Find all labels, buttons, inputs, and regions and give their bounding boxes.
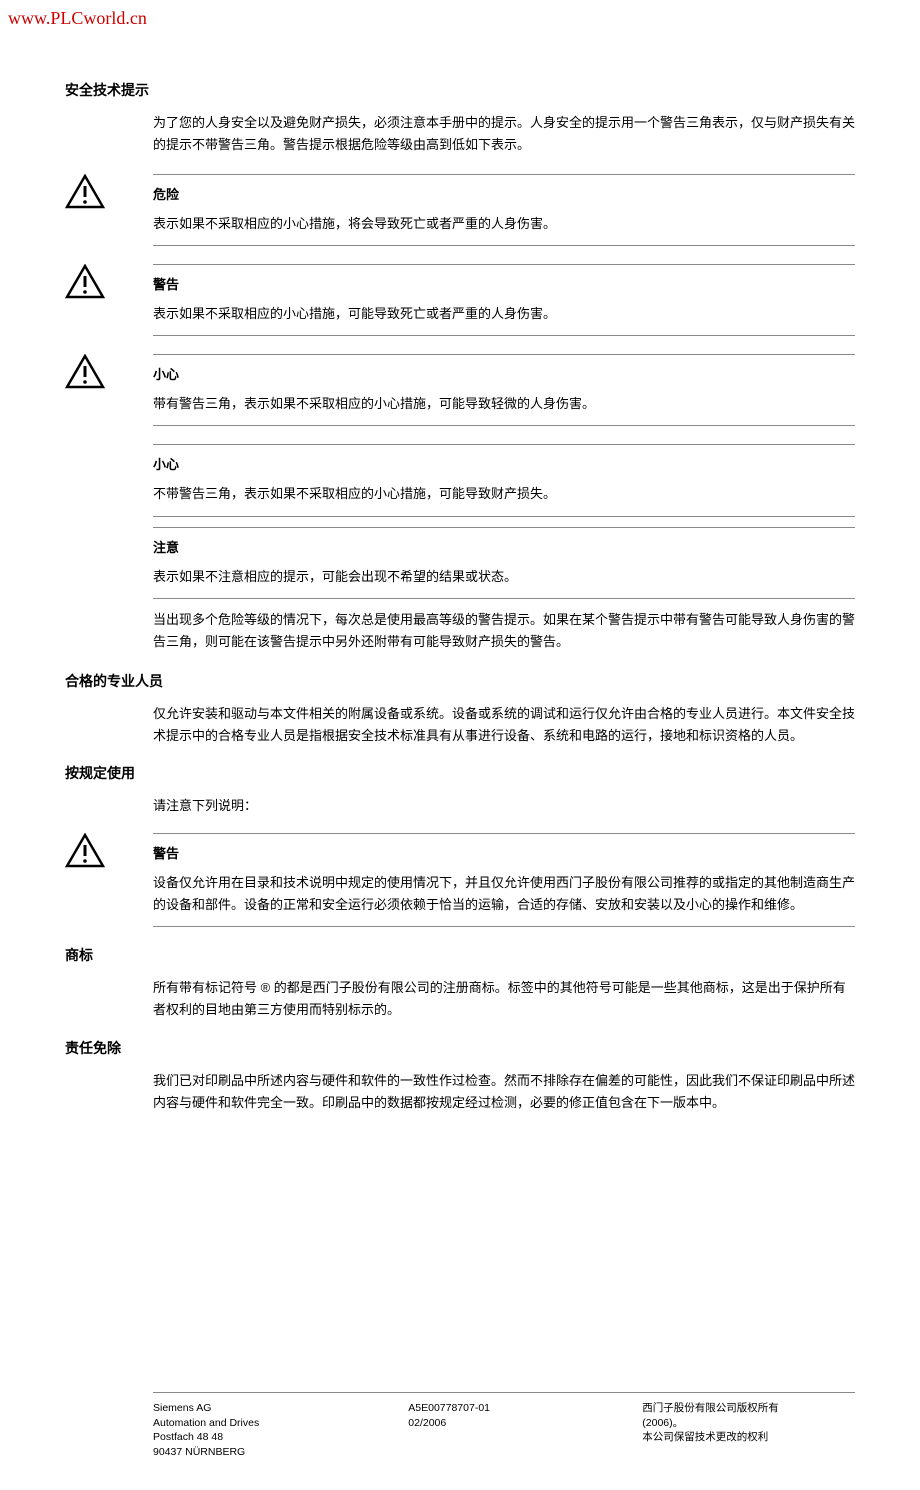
safety-intro: 为了您的人身安全以及避免财产损失，必须注意本手册中的提示。人身安全的提示用一个警… bbox=[153, 112, 855, 156]
warning-content: 警告 表示如果不采取相应的小心措施，可能导致死亡或者严重的人身伤害。 bbox=[153, 264, 855, 346]
footer-row: Siemens AG Automation and Drives Postfac… bbox=[153, 1401, 855, 1460]
divider bbox=[153, 425, 855, 426]
usage-heading: 按规定使用 bbox=[65, 763, 855, 783]
footer-left-column: Siemens AG Automation and Drives Postfac… bbox=[153, 1401, 408, 1460]
trademark-text: 所有带有标记符号 ® 的都是西门子股份有限公司的注册商标。标签中的其他符号可能是… bbox=[153, 977, 855, 1021]
footer-address2: 90437 NÜRNBERG bbox=[153, 1445, 408, 1460]
footer-address1: Postfach 48 48 bbox=[153, 1430, 408, 1445]
usage-warning-text: 设备仅允许用在目录和技术说明中规定的使用情况下，并且仅允许使用西门子股份有限公司… bbox=[153, 872, 855, 926]
safety-post-text: 当出现多个危险等级的情况下，每次总是使用最高等级的警告提示。如果在某个警告提示中… bbox=[153, 609, 855, 653]
divider bbox=[153, 444, 855, 445]
divider bbox=[153, 833, 855, 834]
warning-block: 警告 表示如果不采取相应的小心措施，可能导致死亡或者严重的人身伤害。 bbox=[65, 264, 855, 346]
danger-title: 危险 bbox=[153, 181, 855, 213]
usage-warning-content: 警告 设备仅允许用在目录和技术说明中规定的使用情况下，并且仅允许使用西门子股份有… bbox=[153, 833, 855, 937]
usage-warning-title: 警告 bbox=[153, 840, 855, 872]
divider bbox=[153, 174, 855, 175]
page-footer: Siemens AG Automation and Drives Postfac… bbox=[65, 1392, 855, 1460]
footer-company: Siemens AG bbox=[153, 1401, 408, 1416]
footer-date: 02/2006 bbox=[408, 1416, 642, 1431]
divider bbox=[153, 264, 855, 265]
footer-center-column: A5E00778707-01 02/2006 bbox=[408, 1401, 642, 1460]
qualified-heading: 合格的专业人员 bbox=[65, 671, 855, 691]
safety-heading: 安全技术提示 bbox=[65, 80, 855, 100]
danger-content: 危险 表示如果不采取相应的小心措施，将会导致死亡或者严重的人身伤害。 bbox=[153, 174, 855, 256]
icon-column bbox=[65, 264, 153, 346]
footer-docnum: A5E00778707-01 bbox=[408, 1401, 642, 1416]
caution-noicon-text: 不带警告三角，表示如果不采取相应的小心措施，可能导致财产损失。 bbox=[153, 483, 855, 515]
caution-content: 小心 带有警告三角，表示如果不采取相应的小心措施，可能导致轻微的人身伤害。 bbox=[153, 354, 855, 436]
divider bbox=[153, 527, 855, 528]
notice-text: 表示如果不注意相应的提示，可能会出现不希望的结果或状态。 bbox=[153, 566, 855, 598]
page-content: 安全技术提示 为了您的人身安全以及避免财产损失，必须注意本手册中的提示。人身安全… bbox=[0, 0, 920, 1490]
footer-divider bbox=[153, 1392, 855, 1393]
watermark-url: www.PLCworld.cn bbox=[8, 8, 147, 29]
trademark-heading: 商标 bbox=[65, 945, 855, 965]
divider bbox=[153, 598, 855, 599]
footer-copyright3: 本公司保留技术更改的权利 bbox=[642, 1430, 855, 1445]
warning-triangle-icon bbox=[65, 833, 105, 868]
warning-title: 警告 bbox=[153, 271, 855, 303]
caution-text: 带有警告三角，表示如果不采取相应的小心措施，可能导致轻微的人身伤害。 bbox=[153, 393, 855, 425]
usage-warning-block: 警告 设备仅允许用在目录和技术说明中规定的使用情况下，并且仅允许使用西门子股份有… bbox=[65, 833, 855, 937]
warning-text: 表示如果不采取相应的小心措施，可能导致死亡或者严重的人身伤害。 bbox=[153, 303, 855, 335]
divider bbox=[153, 516, 855, 517]
divider bbox=[153, 354, 855, 355]
caution-block: 小心 带有警告三角，表示如果不采取相应的小心措施，可能导致轻微的人身伤害。 bbox=[65, 354, 855, 436]
caution-noicon-title: 小心 bbox=[153, 451, 855, 483]
usage-intro: 请注意下列说明： bbox=[153, 795, 855, 817]
disclaimer-heading: 责任免除 bbox=[65, 1038, 855, 1058]
footer-right-column: 西门子股份有限公司版权所有 (2006)。 本公司保留技术更改的权利 bbox=[642, 1401, 855, 1460]
qualified-text: 仅允许安装和驱动与本文件相关的附属设备或系统。设备或系统的调试和运行仅允许由合格… bbox=[153, 703, 855, 747]
warning-triangle-icon bbox=[65, 264, 105, 299]
disclaimer-text: 我们已对印刷品中所述内容与硬件和软件的一致性作过检查。然而不排除存在偏差的可能性… bbox=[153, 1070, 855, 1114]
warning-triangle-icon bbox=[65, 354, 105, 389]
danger-text: 表示如果不采取相应的小心措施，将会导致死亡或者严重的人身伤害。 bbox=[153, 213, 855, 245]
caution-noicon-block: 小心 不带警告三角，表示如果不采取相应的小心措施，可能导致财产损失。 bbox=[153, 444, 855, 516]
icon-column bbox=[65, 174, 153, 256]
notice-title: 注意 bbox=[153, 534, 855, 566]
warning-triangle-icon bbox=[65, 174, 105, 209]
divider bbox=[153, 335, 855, 336]
caution-title: 小心 bbox=[153, 361, 855, 393]
footer-copyright1: 西门子股份有限公司版权所有 bbox=[642, 1401, 855, 1416]
danger-block: 危险 表示如果不采取相应的小心措施，将会导致死亡或者严重的人身伤害。 bbox=[65, 174, 855, 256]
notice-block: 注意 表示如果不注意相应的提示，可能会出现不希望的结果或状态。 bbox=[153, 527, 855, 599]
icon-column bbox=[65, 833, 153, 937]
footer-copyright2: (2006)。 bbox=[642, 1416, 855, 1431]
divider bbox=[153, 926, 855, 927]
divider bbox=[153, 245, 855, 246]
footer-division: Automation and Drives bbox=[153, 1416, 408, 1431]
icon-column bbox=[65, 354, 153, 436]
